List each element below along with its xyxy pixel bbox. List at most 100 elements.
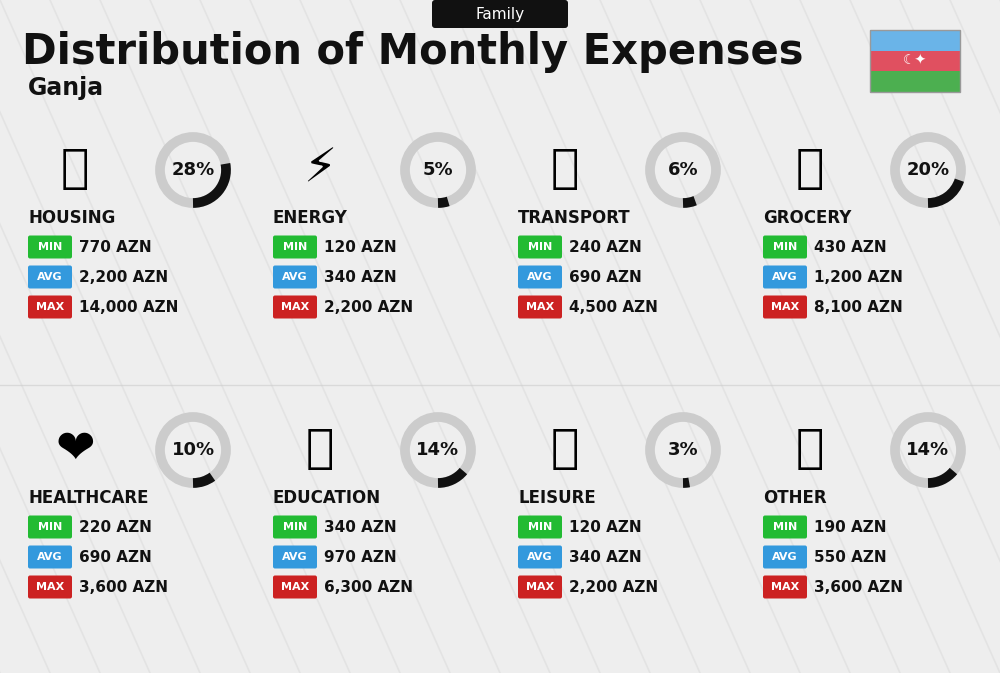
Text: 220 AZN: 220 AZN (79, 520, 152, 534)
FancyBboxPatch shape (273, 516, 317, 538)
Text: HEALTHCARE: HEALTHCARE (28, 489, 148, 507)
FancyBboxPatch shape (28, 266, 72, 289)
FancyBboxPatch shape (518, 236, 562, 258)
Text: MAX: MAX (36, 302, 64, 312)
FancyBboxPatch shape (763, 295, 807, 318)
FancyBboxPatch shape (518, 266, 562, 289)
FancyBboxPatch shape (870, 30, 960, 50)
Text: 3,600 AZN: 3,600 AZN (79, 579, 168, 594)
FancyBboxPatch shape (763, 516, 807, 538)
Text: MIN: MIN (283, 522, 307, 532)
Text: Ganja: Ganja (28, 76, 104, 100)
Text: MAX: MAX (526, 302, 554, 312)
FancyBboxPatch shape (273, 575, 317, 598)
Text: AVG: AVG (282, 272, 308, 282)
FancyBboxPatch shape (518, 575, 562, 598)
Text: 20%: 20% (906, 161, 950, 179)
Text: MAX: MAX (36, 582, 64, 592)
Text: MIN: MIN (528, 242, 552, 252)
FancyBboxPatch shape (870, 71, 960, 92)
Text: 770 AZN: 770 AZN (79, 240, 152, 254)
Text: TRANSPORT: TRANSPORT (518, 209, 631, 227)
Text: AVG: AVG (37, 272, 63, 282)
Text: LEISURE: LEISURE (518, 489, 596, 507)
Text: Family: Family (475, 7, 525, 22)
Text: MIN: MIN (38, 522, 62, 532)
Text: 340 AZN: 340 AZN (324, 520, 397, 534)
FancyBboxPatch shape (273, 546, 317, 569)
FancyBboxPatch shape (273, 295, 317, 318)
FancyBboxPatch shape (28, 575, 72, 598)
Text: MAX: MAX (281, 582, 309, 592)
Text: 340 AZN: 340 AZN (569, 549, 642, 565)
Text: ❤: ❤ (55, 427, 95, 472)
Text: Distribution of Monthly Expenses: Distribution of Monthly Expenses (22, 31, 804, 73)
Text: AVG: AVG (527, 552, 553, 562)
Text: ENERGY: ENERGY (273, 209, 348, 227)
FancyBboxPatch shape (518, 516, 562, 538)
Text: AVG: AVG (772, 272, 798, 282)
Text: 🚌: 🚌 (551, 147, 579, 192)
FancyBboxPatch shape (763, 575, 807, 598)
Text: MIN: MIN (38, 242, 62, 252)
Text: 🎓: 🎓 (306, 427, 334, 472)
Text: MIN: MIN (773, 522, 797, 532)
Text: 3%: 3% (668, 441, 698, 459)
Text: 240 AZN: 240 AZN (569, 240, 642, 254)
FancyBboxPatch shape (273, 236, 317, 258)
Text: 120 AZN: 120 AZN (569, 520, 642, 534)
FancyBboxPatch shape (763, 546, 807, 569)
Text: 14%: 14% (416, 441, 460, 459)
Text: 28%: 28% (171, 161, 215, 179)
Text: 3,600 AZN: 3,600 AZN (814, 579, 903, 594)
Text: AVG: AVG (772, 552, 798, 562)
Text: 550 AZN: 550 AZN (814, 549, 887, 565)
Text: 🛒: 🛒 (796, 147, 824, 192)
Text: 6,300 AZN: 6,300 AZN (324, 579, 413, 594)
FancyBboxPatch shape (763, 236, 807, 258)
Text: MAX: MAX (281, 302, 309, 312)
FancyBboxPatch shape (28, 516, 72, 538)
Text: MIN: MIN (528, 522, 552, 532)
Text: 👜: 👜 (796, 427, 824, 472)
Text: 120 AZN: 120 AZN (324, 240, 397, 254)
Text: 🏢: 🏢 (61, 147, 89, 192)
FancyBboxPatch shape (432, 0, 568, 28)
Text: AVG: AVG (527, 272, 553, 282)
Text: 430 AZN: 430 AZN (814, 240, 887, 254)
Text: 1,200 AZN: 1,200 AZN (814, 269, 903, 285)
Text: AVG: AVG (37, 552, 63, 562)
Text: 5%: 5% (423, 161, 453, 179)
Text: 10%: 10% (171, 441, 215, 459)
FancyBboxPatch shape (273, 266, 317, 289)
Text: EDUCATION: EDUCATION (273, 489, 381, 507)
Text: 2,200 AZN: 2,200 AZN (79, 269, 168, 285)
Text: 690 AZN: 690 AZN (569, 269, 642, 285)
Text: MAX: MAX (771, 302, 799, 312)
Text: OTHER: OTHER (763, 489, 827, 507)
FancyBboxPatch shape (28, 546, 72, 569)
Text: ☾✦: ☾✦ (903, 54, 927, 68)
Text: MIN: MIN (283, 242, 307, 252)
Text: AVG: AVG (282, 552, 308, 562)
FancyBboxPatch shape (518, 295, 562, 318)
Text: MAX: MAX (771, 582, 799, 592)
Text: 14,000 AZN: 14,000 AZN (79, 299, 178, 314)
Text: GROCERY: GROCERY (763, 209, 851, 227)
Text: HOUSING: HOUSING (28, 209, 115, 227)
Text: 190 AZN: 190 AZN (814, 520, 887, 534)
Text: 6%: 6% (668, 161, 698, 179)
FancyBboxPatch shape (28, 295, 72, 318)
Text: 340 AZN: 340 AZN (324, 269, 397, 285)
FancyBboxPatch shape (518, 546, 562, 569)
FancyBboxPatch shape (763, 266, 807, 289)
Text: ⚡: ⚡ (303, 147, 337, 192)
Text: 14%: 14% (906, 441, 950, 459)
Text: MIN: MIN (773, 242, 797, 252)
Text: 690 AZN: 690 AZN (79, 549, 152, 565)
FancyBboxPatch shape (28, 236, 72, 258)
FancyBboxPatch shape (870, 50, 960, 71)
Text: 2,200 AZN: 2,200 AZN (324, 299, 413, 314)
Text: 2,200 AZN: 2,200 AZN (569, 579, 658, 594)
Text: 4,500 AZN: 4,500 AZN (569, 299, 658, 314)
